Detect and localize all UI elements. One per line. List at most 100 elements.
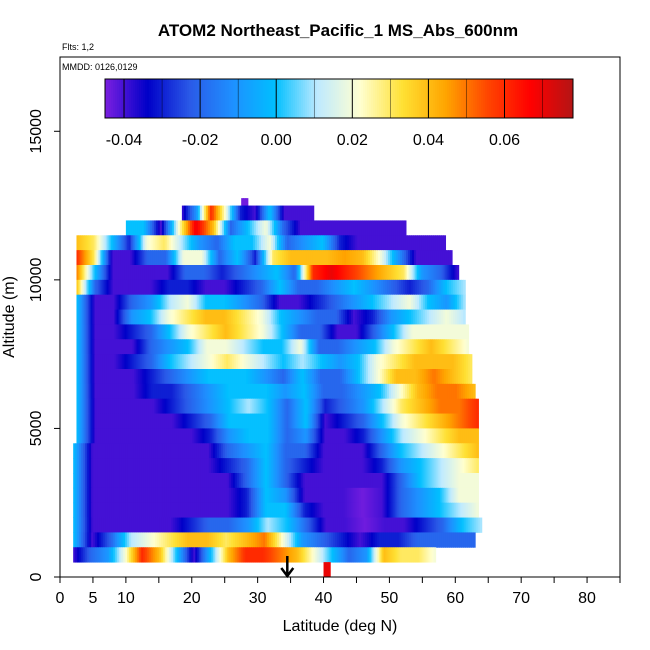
- heatmap-cell: [440, 324, 444, 340]
- heatmap-cell: [139, 502, 142, 518]
- heatmap-cell: [180, 339, 184, 355]
- heatmap-cell: [416, 473, 420, 489]
- heatmap-cell: [423, 517, 427, 533]
- heatmap-cell: [267, 517, 270, 533]
- colorbar-swatch: [111, 79, 114, 118]
- heatmap-cell: [304, 487, 308, 504]
- heatmap-cell: [367, 369, 371, 385]
- heatmap-cell: [281, 220, 285, 236]
- heatmap-cell: [117, 487, 120, 504]
- heatmap-cell: [232, 279, 236, 296]
- heatmap-cell: [188, 354, 191, 370]
- heatmap-cell: [377, 532, 380, 548]
- heatmap-cell: [95, 443, 98, 459]
- heatmap-cell: [236, 428, 240, 444]
- heatmap-cell: [292, 398, 296, 414]
- heatmap-cell: [92, 369, 96, 385]
- heatmap-cell: [208, 473, 212, 489]
- heatmap-cell: [400, 473, 404, 489]
- colorbar-swatch: [563, 79, 566, 118]
- heatmap-cell: [298, 339, 302, 355]
- heatmap-cell: [400, 487, 404, 504]
- heatmap-cell: [456, 487, 459, 504]
- heatmap-cell: [433, 517, 437, 533]
- heatmap-cell: [240, 294, 244, 310]
- heatmap-cell: [272, 235, 276, 251]
- heatmap-cell: [156, 428, 160, 444]
- heatmap-cell: [238, 324, 242, 340]
- heatmap-cell: [366, 458, 370, 474]
- heatmap-cell: [329, 220, 333, 236]
- heatmap-cell: [425, 235, 428, 251]
- heatmap-cell: [240, 309, 244, 325]
- heatmap-cell: [291, 205, 295, 221]
- heatmap-cell: [462, 398, 465, 414]
- heatmap-cell: [372, 324, 376, 340]
- heatmap-cell: [224, 294, 228, 310]
- heatmap-cell: [203, 532, 206, 548]
- heatmap-cell: [433, 309, 436, 325]
- heatmap-cell: [182, 235, 186, 251]
- heatmap-cell: [472, 473, 475, 489]
- heatmap-cell: [248, 354, 251, 370]
- heatmap-cell: [370, 265, 374, 281]
- heatmap-cell: [343, 354, 347, 370]
- heatmap-cell: [353, 547, 357, 563]
- heatmap-cell: [447, 383, 450, 400]
- heatmap-cell: [80, 279, 84, 296]
- heatmap-cell: [102, 354, 106, 370]
- heatmap-cell: [148, 265, 152, 281]
- heatmap-cell: [338, 428, 341, 444]
- heatmap-cell: [210, 339, 214, 355]
- heatmap-cell: [102, 413, 106, 429]
- heatmap-cell: [130, 250, 133, 266]
- heatmap-cell: [91, 443, 94, 459]
- heatmap-cell: [280, 473, 284, 489]
- colorbar-swatch: [181, 79, 184, 118]
- heatmap-cell: [116, 294, 120, 310]
- heatmap-cell: [160, 250, 163, 266]
- heatmap-cell: [125, 547, 128, 563]
- heatmap-cell: [184, 398, 188, 414]
- heatmap-cell: [434, 502, 438, 518]
- heatmap-cell: [330, 294, 334, 310]
- heatmap-cell: [92, 339, 96, 355]
- heatmap-cell: [95, 502, 98, 518]
- heatmap-cell: [209, 547, 212, 563]
- heatmap-cell: [452, 413, 455, 429]
- heatmap-cell: [105, 443, 108, 459]
- heatmap-cell: [388, 398, 391, 414]
- heatmap-cell: [302, 398, 305, 414]
- colorbar-swatch: [457, 79, 460, 118]
- heatmap-cell: [196, 487, 200, 504]
- heatmap-cell: [279, 517, 283, 533]
- heatmap-cell: [427, 354, 431, 370]
- heatmap-cell: [158, 383, 162, 400]
- heatmap-cell: [103, 532, 106, 548]
- heatmap-cell: [166, 383, 170, 400]
- heatmap-cell: [308, 265, 312, 281]
- heatmap-cell: [81, 502, 84, 518]
- heatmap-cell: [250, 502, 254, 518]
- heatmap-cell: [350, 339, 354, 355]
- heatmap-cell: [104, 413, 108, 429]
- colorbar-swatch: [505, 79, 508, 118]
- heatmap-cell: [444, 250, 447, 266]
- heatmap-cell: [97, 487, 100, 504]
- heatmap-cell: [257, 205, 261, 221]
- heatmap-cell: [322, 309, 326, 325]
- heatmap-cell: [142, 265, 146, 281]
- heatmap-cell: [336, 428, 339, 444]
- heatmap-cell: [370, 339, 374, 355]
- heatmap-cell: [212, 502, 216, 518]
- heatmap-cell: [210, 235, 214, 251]
- heatmap-cell: [300, 383, 304, 400]
- heatmap-cell: [298, 413, 302, 429]
- heatmap-cell: [459, 517, 463, 533]
- heatmap-cell: [244, 428, 248, 444]
- heatmap-cell: [232, 398, 236, 414]
- heatmap-cell: [346, 250, 349, 266]
- heatmap-cell: [333, 517, 337, 533]
- heatmap-cell: [90, 428, 94, 444]
- heatmap-cell: [416, 398, 419, 414]
